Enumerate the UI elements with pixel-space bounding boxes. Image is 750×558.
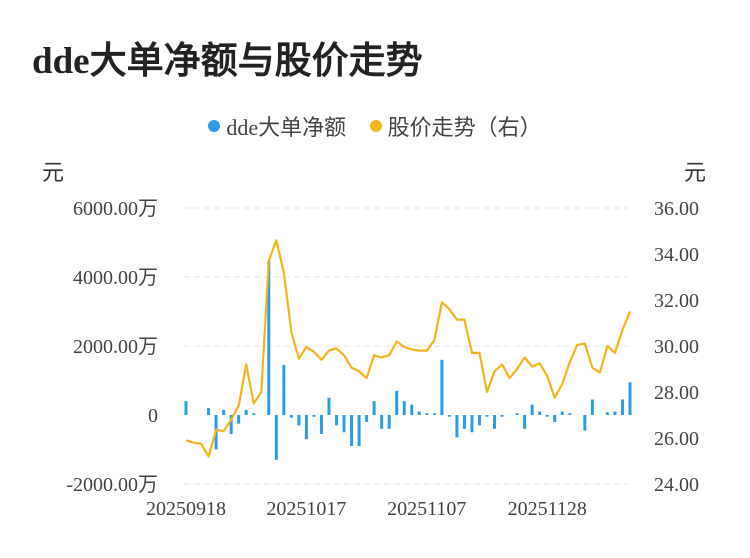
bar <box>628 382 632 415</box>
right-tick-label: 32.00 <box>654 290 699 312</box>
bar <box>605 412 609 415</box>
price-line <box>185 239 632 458</box>
chart-title: dde大单净额与股价走势 <box>32 41 423 82</box>
left-axis-unit: 元 <box>42 160 65 185</box>
bar <box>365 415 369 422</box>
bar <box>207 408 211 415</box>
bar <box>417 411 421 415</box>
bar <box>335 415 339 426</box>
legend[interactable]: dde大单净额 股价走势（右） <box>0 110 750 142</box>
bar <box>538 411 542 415</box>
legend-label-price: 股价走势（右） <box>387 115 542 140</box>
bar <box>425 413 429 415</box>
bar <box>184 401 188 415</box>
bar <box>319 415 323 434</box>
bar <box>560 411 564 415</box>
bar <box>289 415 293 418</box>
bar <box>312 415 316 417</box>
left-tick-label: 0 <box>148 405 158 427</box>
legend-dot-line <box>369 120 382 132</box>
bar <box>410 404 414 415</box>
bar <box>440 359 444 415</box>
bar <box>530 404 534 415</box>
right-tick-label: 28.00 <box>654 382 699 404</box>
bar <box>282 364 286 415</box>
right-tick-label: 24.00 <box>654 474 699 496</box>
bar <box>462 415 466 429</box>
bar <box>568 413 572 415</box>
x-tick-label: 20251017 <box>266 498 346 520</box>
bar <box>523 415 527 429</box>
bar <box>447 415 451 417</box>
bar <box>485 415 489 417</box>
bar <box>395 390 399 415</box>
bar <box>229 415 233 434</box>
bar <box>357 415 361 447</box>
right-tick-label: 36.00 <box>654 198 699 220</box>
bar <box>470 415 474 433</box>
bar <box>387 415 391 429</box>
bar <box>237 415 241 424</box>
bar <box>583 415 587 431</box>
x-tick-label: 20251128 <box>508 498 587 520</box>
bar <box>297 415 301 426</box>
bar <box>500 415 504 417</box>
bar <box>304 415 308 440</box>
bar <box>244 409 248 415</box>
left-tick-label: 6000.00万 <box>73 198 158 220</box>
bar <box>455 415 459 438</box>
bar <box>620 399 624 415</box>
right-axis-unit: 元 <box>684 160 707 185</box>
bar <box>342 415 346 433</box>
bar <box>493 415 497 429</box>
bar <box>222 409 226 415</box>
bar <box>350 415 354 447</box>
right-tick-label: 30.00 <box>654 336 699 358</box>
bar <box>613 411 617 415</box>
bar <box>553 415 557 422</box>
legend-dot-bar <box>208 120 221 132</box>
legend-item-price[interactable]: 股价走势（右） <box>369 110 542 142</box>
legend-label-dde: dde大单净额 <box>226 115 347 140</box>
bar <box>515 413 519 415</box>
x-tick-label: 20250918 <box>146 498 226 520</box>
bar <box>432 413 436 415</box>
legend-item-dde[interactable]: dde大单净额 <box>208 110 346 142</box>
bar <box>372 401 376 415</box>
bar <box>477 415 481 426</box>
bar <box>252 413 256 415</box>
left-tick-label: 4000.00万 <box>73 267 158 289</box>
bar <box>274 415 278 460</box>
bar <box>380 415 384 429</box>
left-tick-label: 2000.00万 <box>73 336 158 358</box>
bar <box>327 397 331 415</box>
bar <box>590 399 594 415</box>
bar <box>402 401 406 415</box>
bar <box>545 415 549 417</box>
left-tick-label: -2000.00万 <box>66 474 158 496</box>
right-tick-label: 26.00 <box>654 428 699 450</box>
x-tick-label: 20251107 <box>387 498 466 520</box>
right-tick-label: 34.00 <box>654 244 699 266</box>
bar <box>267 261 271 415</box>
